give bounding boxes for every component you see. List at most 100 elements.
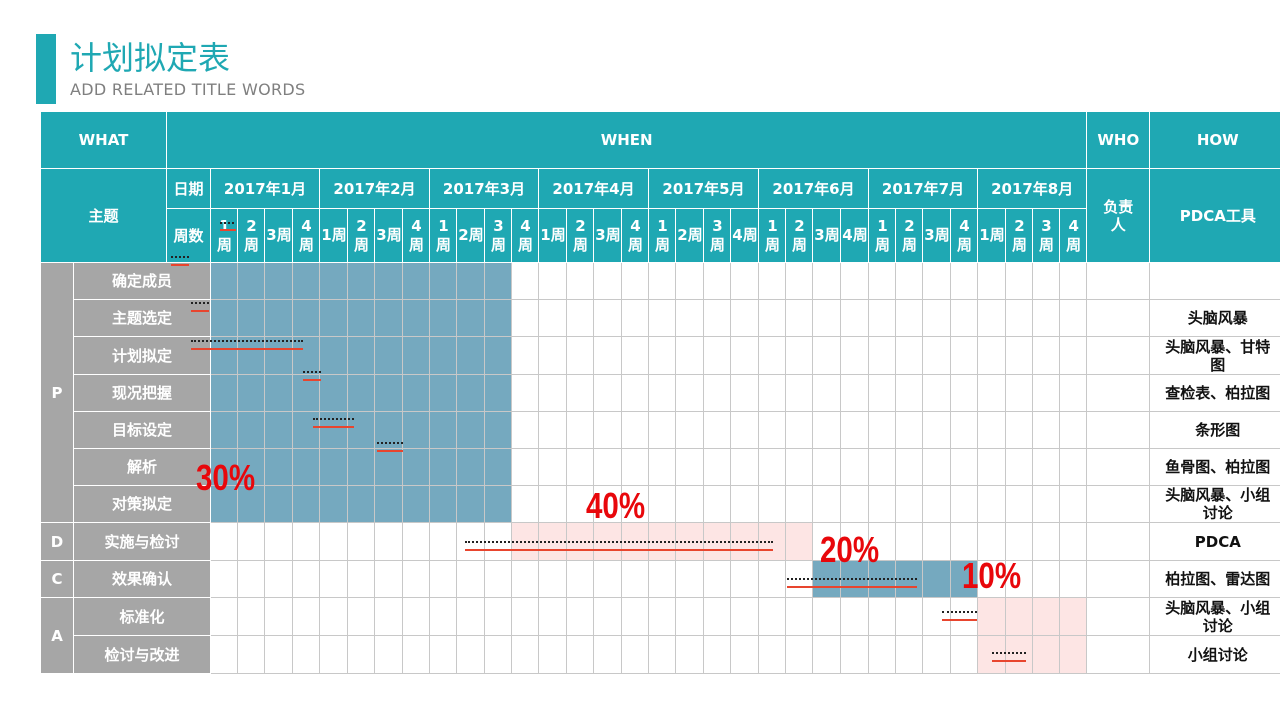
tool-cell: [1149, 262, 1280, 300]
week-cell: [1005, 597, 1033, 636]
week-cell: [292, 336, 320, 375]
week-cell: [1032, 411, 1060, 449]
week-cell: [895, 485, 923, 523]
week-cell: [621, 522, 649, 561]
week-cell: [758, 411, 786, 449]
page-subtitle: ADD RELATED TITLE WORDS: [70, 80, 306, 99]
week-cell: [977, 262, 1006, 300]
week-cell: [922, 485, 951, 523]
week-cell: [484, 411, 512, 449]
week-cell: [1032, 597, 1060, 636]
week-header: 3周: [812, 208, 841, 263]
week-cell: [950, 374, 978, 412]
week-cell: [621, 262, 649, 300]
week-cell: [868, 336, 896, 375]
week-cell: [593, 522, 622, 561]
week-cell: [895, 560, 923, 598]
week-header: 1周: [758, 208, 786, 263]
week-cell: [1005, 262, 1033, 300]
tool-cell: 头脑风暴、甘特图: [1149, 336, 1280, 375]
week-cell: [374, 448, 403, 486]
tool-cell: 头脑风暴: [1149, 299, 1280, 337]
week-cell: [593, 560, 622, 598]
table-row: 现况把握 查检表、柏拉图: [41, 374, 1280, 412]
week-cell: [621, 485, 649, 523]
week-cell: [812, 448, 841, 486]
week-cell: [429, 262, 457, 300]
week-cell: [566, 485, 594, 523]
week-cell: [402, 448, 430, 486]
tool-cell: 查检表、柏拉图: [1149, 374, 1280, 412]
theme-header: 主题: [40, 168, 167, 263]
tool-cell: 头脑风暴、小组讨论: [1149, 597, 1280, 636]
week-header: 3周: [593, 208, 622, 263]
tool-cell: 小组讨论: [1149, 635, 1280, 674]
week-cell: [758, 560, 786, 598]
step-label: 实施与检讨: [73, 522, 211, 561]
owner-cell: [1086, 374, 1151, 412]
week-cell: [895, 336, 923, 375]
week-cell: [566, 635, 594, 674]
week-cell: [484, 299, 512, 337]
week-cell: [868, 597, 896, 636]
owner-cell: [1086, 299, 1151, 337]
week-cell: [758, 597, 786, 636]
week-cell: [840, 597, 869, 636]
week-cell: [621, 374, 649, 412]
week-cell: [319, 299, 348, 337]
week-cell: [237, 485, 265, 523]
week-cell: [1032, 485, 1060, 523]
week-cell: [1032, 522, 1060, 561]
step-label: 对策拟定: [73, 485, 211, 523]
week-cell: [374, 485, 403, 523]
week-cell: [895, 262, 923, 300]
week-cell: [950, 635, 978, 674]
week-cell: [840, 560, 869, 598]
week-cell: [812, 336, 841, 375]
week-cell: [648, 411, 676, 449]
week-cell: [429, 336, 457, 375]
week-cell: [566, 262, 594, 300]
phase-label: A: [40, 597, 74, 674]
week-cell: [292, 635, 320, 674]
week-cell: [347, 411, 375, 449]
week-cell: [456, 262, 485, 300]
week-cell: [264, 522, 293, 561]
week-cell: [648, 262, 676, 300]
week-label: 周数: [166, 208, 211, 263]
week-cell: [456, 560, 485, 598]
week-cell: [840, 411, 869, 449]
week-cell: [374, 522, 403, 561]
week-cell: [484, 336, 512, 375]
week-cell: [730, 560, 759, 598]
owner-cell: [1086, 522, 1151, 561]
week-cell: [977, 374, 1006, 412]
week-cell: [319, 448, 348, 486]
step-label: 确定成员: [73, 262, 211, 300]
week-cell: [730, 522, 759, 561]
week-cell: [593, 374, 622, 412]
week-header: 3周: [1032, 208, 1060, 263]
month-header: 2017年1月: [210, 168, 320, 209]
owner-cell: [1086, 485, 1151, 523]
week-cell: [511, 635, 539, 674]
week-cell: [812, 522, 841, 561]
week-cell: [922, 336, 951, 375]
week-cell: [566, 374, 594, 412]
week-cell: [648, 522, 676, 561]
week-cell: [566, 597, 594, 636]
week-cell: [593, 485, 622, 523]
week-cell: [319, 411, 348, 449]
week-cell: [785, 448, 813, 486]
week-cell: [402, 522, 430, 561]
week-header: 4周: [730, 208, 759, 263]
week-cell: [675, 299, 704, 337]
week-cell: [292, 262, 320, 300]
week-cell: [703, 485, 731, 523]
week-cell: [758, 374, 786, 412]
week-cell: [511, 299, 539, 337]
week-cell: [402, 485, 430, 523]
week-cell: [703, 560, 731, 598]
week-cell: [812, 597, 841, 636]
week-cell: [538, 336, 567, 375]
